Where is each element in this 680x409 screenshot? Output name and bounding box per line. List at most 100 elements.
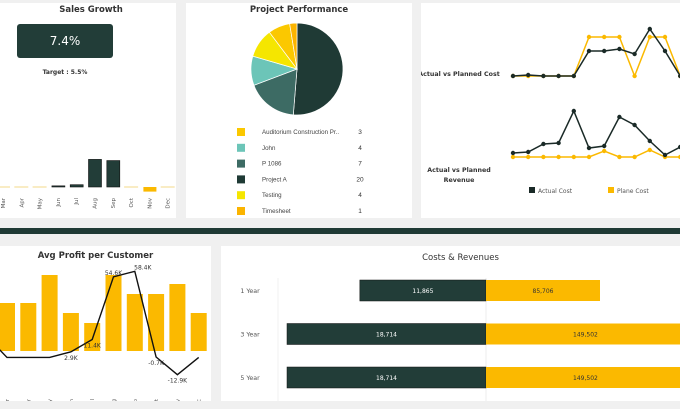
project-performance-panel: Project Performance Auditorium Construct… <box>186 3 412 218</box>
row-label: Actual vs Planned Cost <box>421 71 500 78</box>
actual-point <box>571 73 576 79</box>
legend-swatch <box>237 159 245 168</box>
revenue-bar <box>486 367 680 388</box>
month-tick-label: Mar <box>5 398 11 401</box>
bar <box>190 313 207 351</box>
actual-point <box>617 114 622 120</box>
month-tick-label: Jul <box>90 399 96 401</box>
actual-point <box>541 141 546 147</box>
bar <box>20 303 37 351</box>
planned-point <box>617 154 622 160</box>
actual-line <box>512 109 680 156</box>
actual-point <box>602 143 607 149</box>
legend-value: 7 <box>358 161 362 168</box>
actual-point <box>617 46 622 52</box>
actual-point <box>586 48 592 54</box>
actual-point <box>556 140 561 146</box>
month-tick-label: Sep <box>133 399 139 402</box>
actual-point <box>586 145 592 151</box>
planned-line <box>513 149 680 158</box>
legend-label: Testing <box>262 192 282 199</box>
legend-planned: Plane Cost <box>617 188 649 195</box>
planned-point <box>556 154 561 160</box>
planned-point <box>647 34 652 40</box>
pie-slice <box>253 68 298 116</box>
month-tick-label: Aug <box>93 198 99 209</box>
month-tick-label: Aug <box>112 399 118 401</box>
sales-growth-kpi: 7.4% <box>17 24 113 58</box>
legend-value: 3 <box>358 129 362 136</box>
data-label: -12.9K <box>168 378 189 385</box>
legend-swatch <box>237 207 245 215</box>
actual-point <box>556 73 561 79</box>
bar <box>169 284 186 351</box>
legend-value: 1 <box>358 208 362 215</box>
legend-swatch <box>237 191 245 200</box>
costs-revenues-title: Costs & Revenues <box>422 253 499 263</box>
actual-point <box>662 152 668 158</box>
legend-actual: Actual Cost <box>538 188 573 195</box>
divider-band <box>0 228 680 234</box>
avg-profit-chart: Mar Apr May Jun Jul Aug Sep Oct Nov Dec 2.9K 11.4K 5… <box>0 264 207 402</box>
month-tick-label: Apr <box>26 398 32 401</box>
cost-label: 18,714 <box>376 375 397 382</box>
actual-point <box>526 72 531 78</box>
planned-point <box>662 34 668 40</box>
month-tick-label: May <box>48 398 54 401</box>
planned-point <box>602 148 607 154</box>
month-tick-label: Oct <box>154 398 160 401</box>
actual-point <box>602 48 607 54</box>
actual-line <box>512 27 680 77</box>
data-label: 2.9K <box>64 355 79 362</box>
revenue-label: 85,706 <box>533 288 554 295</box>
legend-label: Auditorium Construction Pr.. <box>262 129 339 136</box>
revenue-label: 149,502 <box>573 332 598 339</box>
planned-point <box>617 34 622 40</box>
actual-point <box>510 150 516 156</box>
month-tick-label: Apr <box>19 197 25 207</box>
planned-point <box>541 154 546 160</box>
bar <box>105 275 122 351</box>
cost-label: 11,865 <box>412 288 433 295</box>
avg-profit-panel: Avg Profit per Customer Mar Apr May Jun Jul A… <box>0 246 211 401</box>
legend-label: John <box>262 145 276 152</box>
bar <box>84 323 101 351</box>
category-label: 3 Year <box>240 332 260 339</box>
revenue-bar <box>486 280 600 301</box>
profit-line <box>0 270 200 376</box>
month-tick-label: May <box>38 197 44 209</box>
legend-value: 20 <box>356 176 364 183</box>
planned-point <box>632 73 637 79</box>
sales-growth-chart: Mar Apr May Jun Jul Aug Sep Oct Nov Dec <box>0 159 175 209</box>
planned-point <box>586 34 592 40</box>
sales-growth-target: Target : 5.5% <box>42 69 88 76</box>
month-tick-label: Jun <box>69 398 75 401</box>
legend-swatch-actual <box>529 187 535 193</box>
bar <box>126 294 143 351</box>
actual-point <box>632 51 637 57</box>
legend-swatch <box>237 143 245 152</box>
month-tick-label: Mar <box>1 197 7 208</box>
sales-growth-title: Sales Growth <box>59 5 123 15</box>
actual-point <box>647 138 652 144</box>
month-tick-label: Jul <box>74 198 80 206</box>
pie-slice <box>289 22 298 70</box>
actual-point <box>571 108 576 114</box>
month-tick-label: Nov <box>147 197 153 208</box>
planned-point <box>602 34 607 40</box>
legend-value: 4 <box>358 145 362 152</box>
actual-point <box>662 48 668 54</box>
bar <box>143 187 157 192</box>
planned-point <box>632 154 637 160</box>
actual-point <box>510 73 516 79</box>
category-label: 5 Year <box>240 375 260 382</box>
bar <box>0 303 15 351</box>
cost-label: 18,714 <box>376 332 397 339</box>
project-performance-title: Project Performance <box>249 5 349 15</box>
legend-label: Timesheet <box>262 208 291 215</box>
data-label: 54.6K <box>105 270 123 277</box>
avg-profit-title: Avg Profit per Customer <box>37 251 154 261</box>
month-tick-label: Dec <box>197 399 203 401</box>
pie-slice <box>292 22 344 116</box>
data-label: 11.4K <box>84 342 102 349</box>
